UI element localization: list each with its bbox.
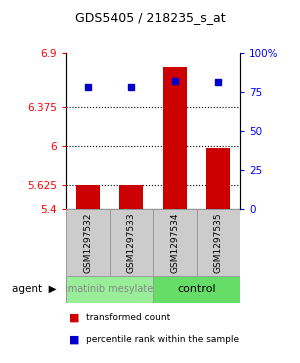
Text: ■: ■ bbox=[69, 313, 80, 323]
Bar bbox=[153, 276, 240, 303]
Text: ■: ■ bbox=[69, 334, 80, 344]
Bar bbox=[206, 148, 230, 209]
Text: GSM1297534: GSM1297534 bbox=[170, 212, 179, 273]
Bar bbox=[66, 209, 110, 276]
Text: GSM1297532: GSM1297532 bbox=[83, 212, 92, 273]
Bar bbox=[153, 209, 196, 276]
Bar bbox=[163, 67, 187, 209]
Text: transformed count: transformed count bbox=[85, 313, 170, 322]
Bar bbox=[110, 209, 153, 276]
Text: GDS5405 / 218235_s_at: GDS5405 / 218235_s_at bbox=[75, 11, 225, 24]
Text: control: control bbox=[177, 285, 216, 294]
Text: percentile rank within the sample: percentile rank within the sample bbox=[85, 335, 238, 344]
Bar bbox=[76, 185, 100, 209]
Text: imatinib mesylate: imatinib mesylate bbox=[65, 285, 154, 294]
Bar bbox=[196, 209, 240, 276]
Text: agent  ▶: agent ▶ bbox=[12, 285, 57, 294]
Bar bbox=[119, 185, 143, 209]
Bar bbox=[66, 276, 153, 303]
Text: GSM1297533: GSM1297533 bbox=[127, 212, 136, 273]
Text: GSM1297535: GSM1297535 bbox=[214, 212, 223, 273]
